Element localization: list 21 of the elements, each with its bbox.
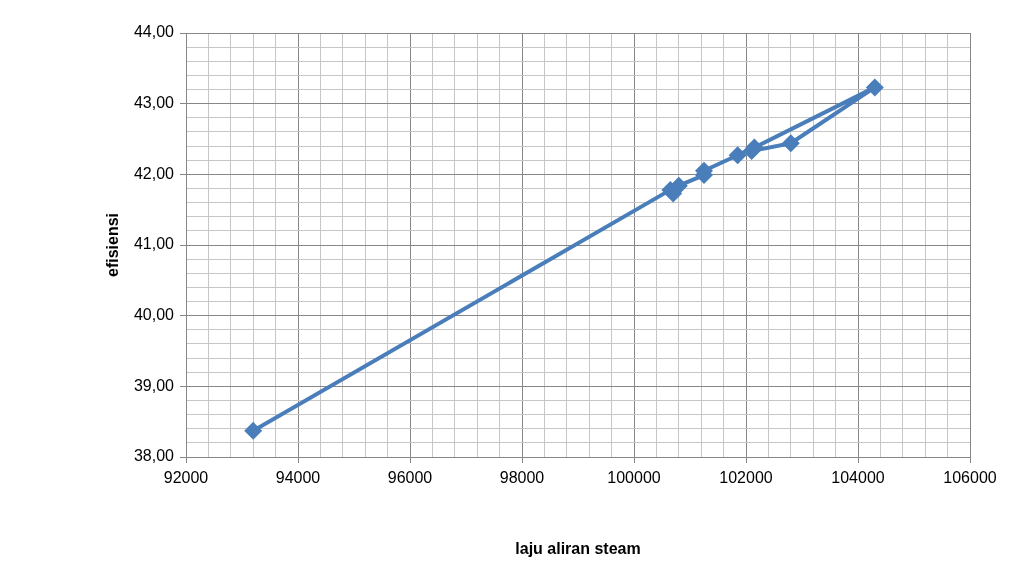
y-axis-title: efisiensi: [104, 212, 122, 278]
x-tick-label: 104000: [831, 469, 885, 487]
x-tick-label: 92000: [163, 469, 209, 487]
point: [865, 78, 884, 97]
y-tick-label: 40,00: [133, 306, 175, 324]
y-tick-label: 38,00: [133, 447, 175, 465]
y-tick-label: 42,00: [133, 164, 175, 182]
x-axis-title: laju aliran steam: [515, 539, 641, 557]
point: [781, 134, 800, 153]
x-tick-label: 98000: [499, 469, 545, 487]
y-tick-label: 43,00: [133, 94, 175, 112]
x-tick-label: 102000: [719, 469, 773, 487]
x-tick-label: 94000: [275, 469, 321, 487]
x-tick-label: 96000: [387, 469, 433, 487]
y-tick-label: 41,00: [133, 235, 175, 253]
x-tick-label: 106000: [943, 469, 997, 487]
y-tick-label: 44,00: [133, 23, 175, 41]
y-tick-label: 39,00: [133, 376, 175, 394]
point: [244, 421, 263, 440]
x-tick-label: 100000: [607, 469, 661, 487]
point: [728, 146, 747, 165]
